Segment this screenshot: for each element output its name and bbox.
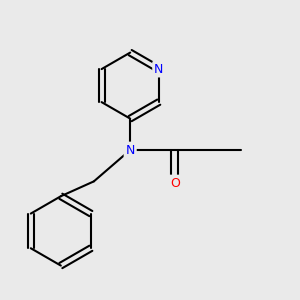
Text: O: O <box>170 176 180 190</box>
Text: N: N <box>154 63 164 76</box>
Text: N: N <box>125 143 135 157</box>
